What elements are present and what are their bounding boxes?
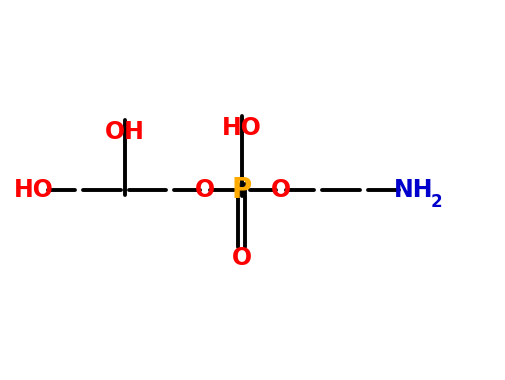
Text: HO: HO — [14, 178, 54, 202]
Text: 2: 2 — [430, 193, 441, 211]
Text: NH: NH — [393, 178, 433, 202]
Text: O: O — [231, 246, 251, 270]
Text: P: P — [231, 176, 251, 204]
Text: O: O — [195, 178, 215, 202]
Text: OH: OH — [105, 120, 144, 144]
Text: HO: HO — [222, 116, 262, 140]
Text: O: O — [270, 178, 290, 202]
